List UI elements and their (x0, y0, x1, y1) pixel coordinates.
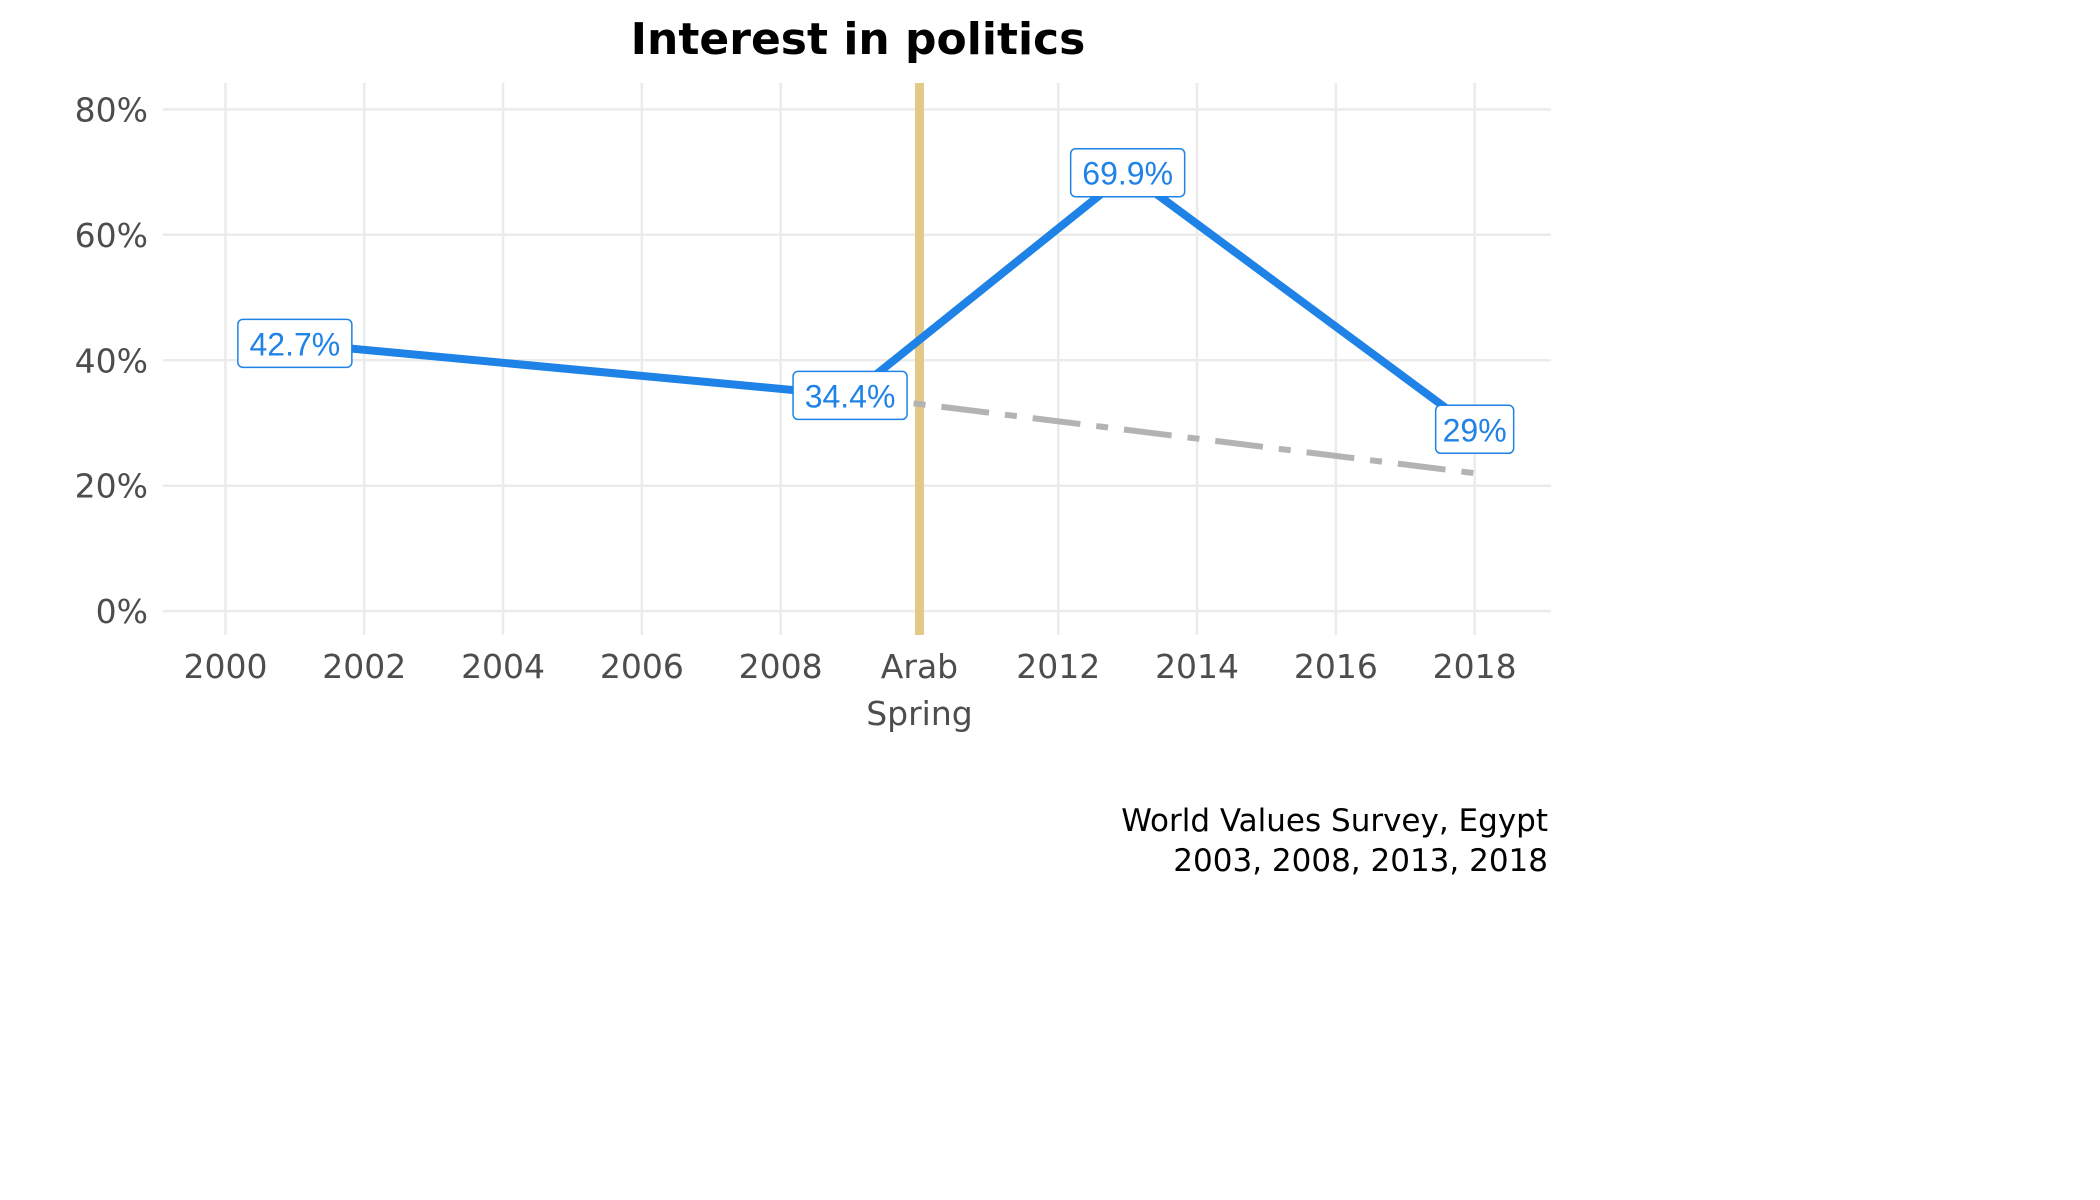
data-label: 42.7% (237, 318, 353, 369)
x-tick-label: 2006 (600, 647, 684, 686)
x-tick-line: 2014 (1155, 647, 1239, 686)
x-tick-line: 2000 (183, 647, 267, 686)
data-label: 69.9% (1069, 147, 1186, 198)
data-labels: 42.7% 34.4% 69.9% 29% (237, 147, 1515, 455)
data-label-text: 34.4% (805, 378, 896, 414)
x-tick-label: 2012 (1016, 647, 1100, 686)
series-lines (290, 168, 1479, 477)
data-label: 29% (1434, 404, 1515, 455)
caption-line-2: 2003, 2008, 2013, 2018 (1173, 843, 1548, 879)
x-tick-line: 2002 (322, 647, 406, 686)
line-chart: Interest in politics 0% 20% 40% 60% 80% 2000… (75, 14, 1551, 879)
data-label-box (792, 370, 908, 421)
interest-line (290, 168, 1479, 434)
x-tick-label: 2018 (1433, 647, 1517, 686)
data-label: 34.4% (792, 370, 908, 421)
grid-lines (163, 83, 1551, 635)
x-tick-line: 2006 (600, 647, 684, 686)
x-tick-label: Arab Spring (866, 647, 973, 733)
y-tick-label: 20% (75, 467, 148, 506)
data-label-text: 42.7% (249, 326, 340, 362)
data-label-text: 69.9% (1082, 156, 1173, 192)
data-label-box (237, 318, 353, 369)
y-tick-label: 40% (75, 341, 148, 380)
x-tick-line: 2016 (1294, 647, 1378, 686)
x-tick-label: 2008 (739, 647, 823, 686)
x-tick-line: 2004 (461, 647, 545, 686)
x-tick-label: 2016 (1294, 647, 1378, 686)
x-tick-line: 2018 (1433, 647, 1517, 686)
y-axis-ticks: 0% 20% 40% 60% 80% (75, 90, 148, 631)
x-axis-ticks: 2000 2002 2004 2006 2008 Arab Spring 2012 2014 20… (183, 647, 1516, 733)
x-tick-label: 2000 (183, 647, 267, 686)
x-tick-label: 2002 (322, 647, 406, 686)
y-tick-label: 80% (75, 90, 148, 129)
chart-title: Interest in politics (631, 14, 1086, 65)
x-tick-line: 2008 (739, 647, 823, 686)
x-tick-line: 2012 (1016, 647, 1100, 686)
y-tick-label: 60% (75, 216, 148, 255)
y-tick-label: 0% (96, 592, 148, 631)
x-tick-label: 2004 (461, 647, 545, 686)
x-tick-label: 2014 (1155, 647, 1239, 686)
caption-line-1: World Values Survey, Egypt (1121, 803, 1548, 839)
trend-line (849, 392, 1476, 477)
x-tick-line: Spring (866, 694, 973, 733)
data-label-box (1069, 147, 1186, 198)
data-label-box (1434, 404, 1515, 455)
data-label-text: 29% (1443, 412, 1507, 448)
x-tick-line: Arab (881, 647, 958, 686)
